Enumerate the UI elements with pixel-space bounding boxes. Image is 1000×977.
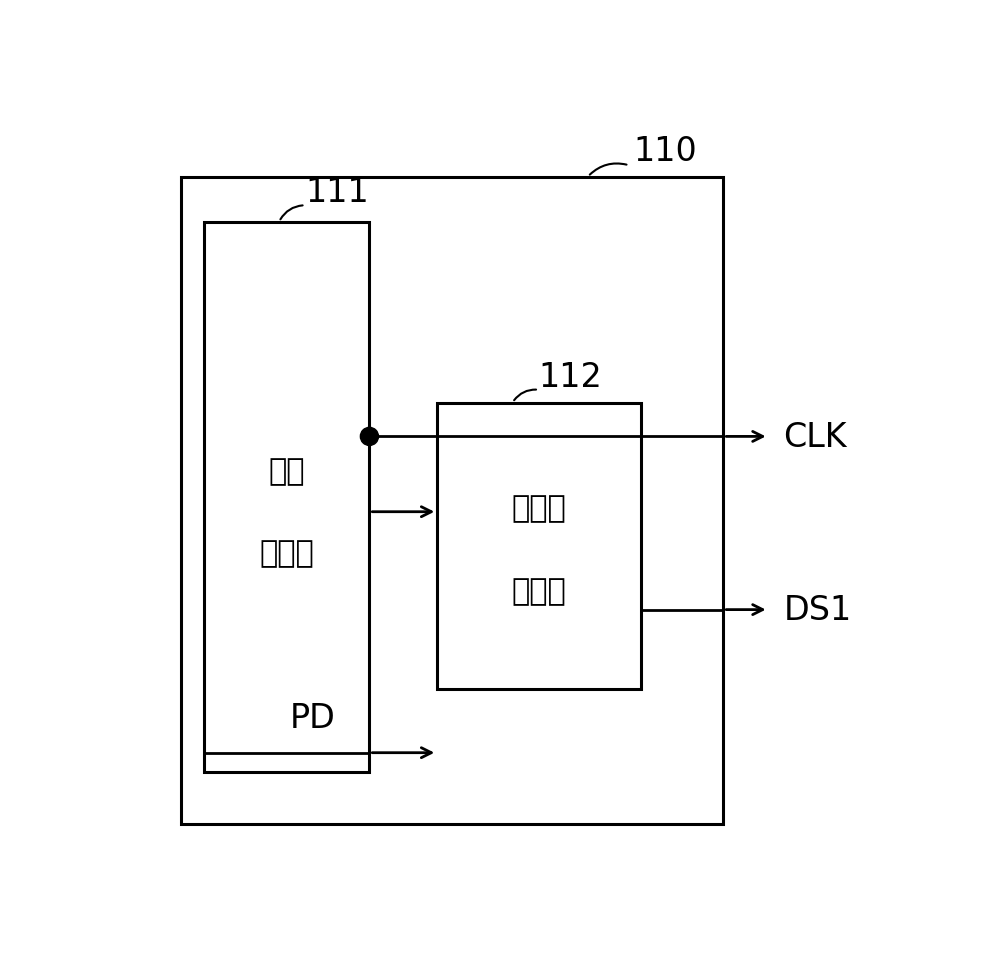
Text: 110: 110 — [633, 135, 697, 168]
Text: 控制器: 控制器 — [259, 539, 314, 568]
Text: DS1: DS1 — [784, 593, 852, 626]
Text: 显示: 显示 — [268, 456, 305, 486]
Text: PD: PD — [290, 701, 336, 734]
Bar — [204, 223, 369, 772]
Bar — [437, 404, 641, 689]
Text: 111: 111 — [305, 176, 369, 209]
Text: 112: 112 — [539, 361, 603, 394]
Bar — [181, 178, 723, 825]
Circle shape — [360, 428, 378, 446]
Text: CLK: CLK — [784, 420, 847, 453]
Text: 数据传: 数据传 — [511, 494, 566, 523]
Text: 输接口: 输接口 — [511, 576, 566, 606]
